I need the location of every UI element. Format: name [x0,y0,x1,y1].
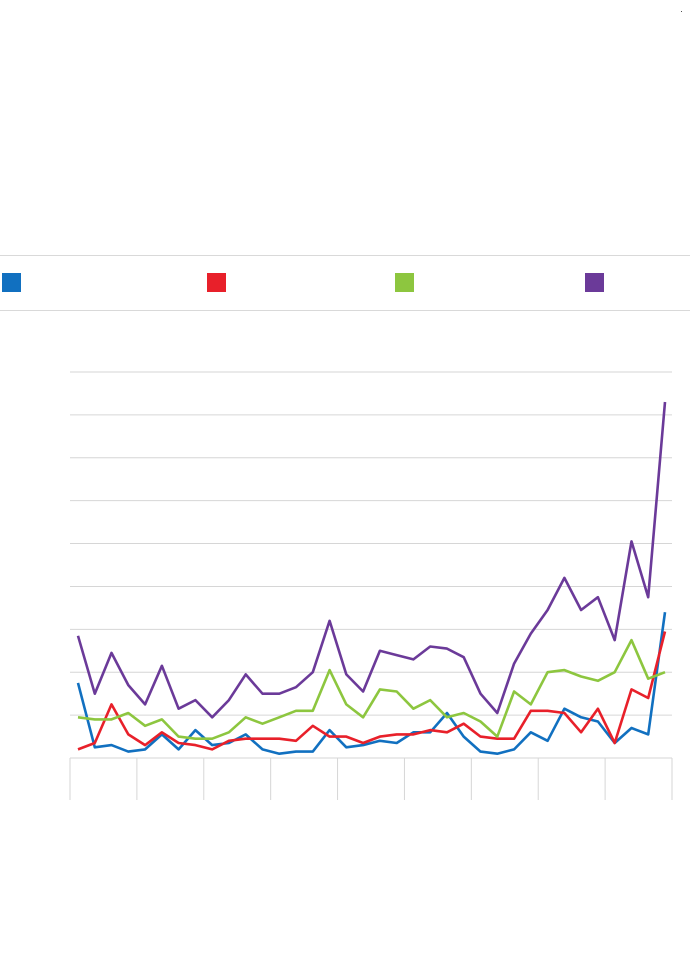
series-line-3 [77,638,666,741]
legend-item-series-4 [585,272,604,292]
series-line-1 [76,612,667,756]
series-line-4 [76,401,667,719]
chart-legend [0,255,690,311]
legend-item-series-3 [395,272,414,292]
legend-item-series-2 [207,272,226,292]
series-line-2 [77,631,667,751]
legend-item-series-1 [2,272,21,292]
legend-swatch-series-2 [207,272,226,292]
line-chart [69,371,673,800]
legend-swatch-series-3 [395,272,414,292]
corner-mark: · [680,6,683,16]
legend-swatch-series-4 [585,272,604,292]
legend-swatch-series-1 [2,272,21,292]
